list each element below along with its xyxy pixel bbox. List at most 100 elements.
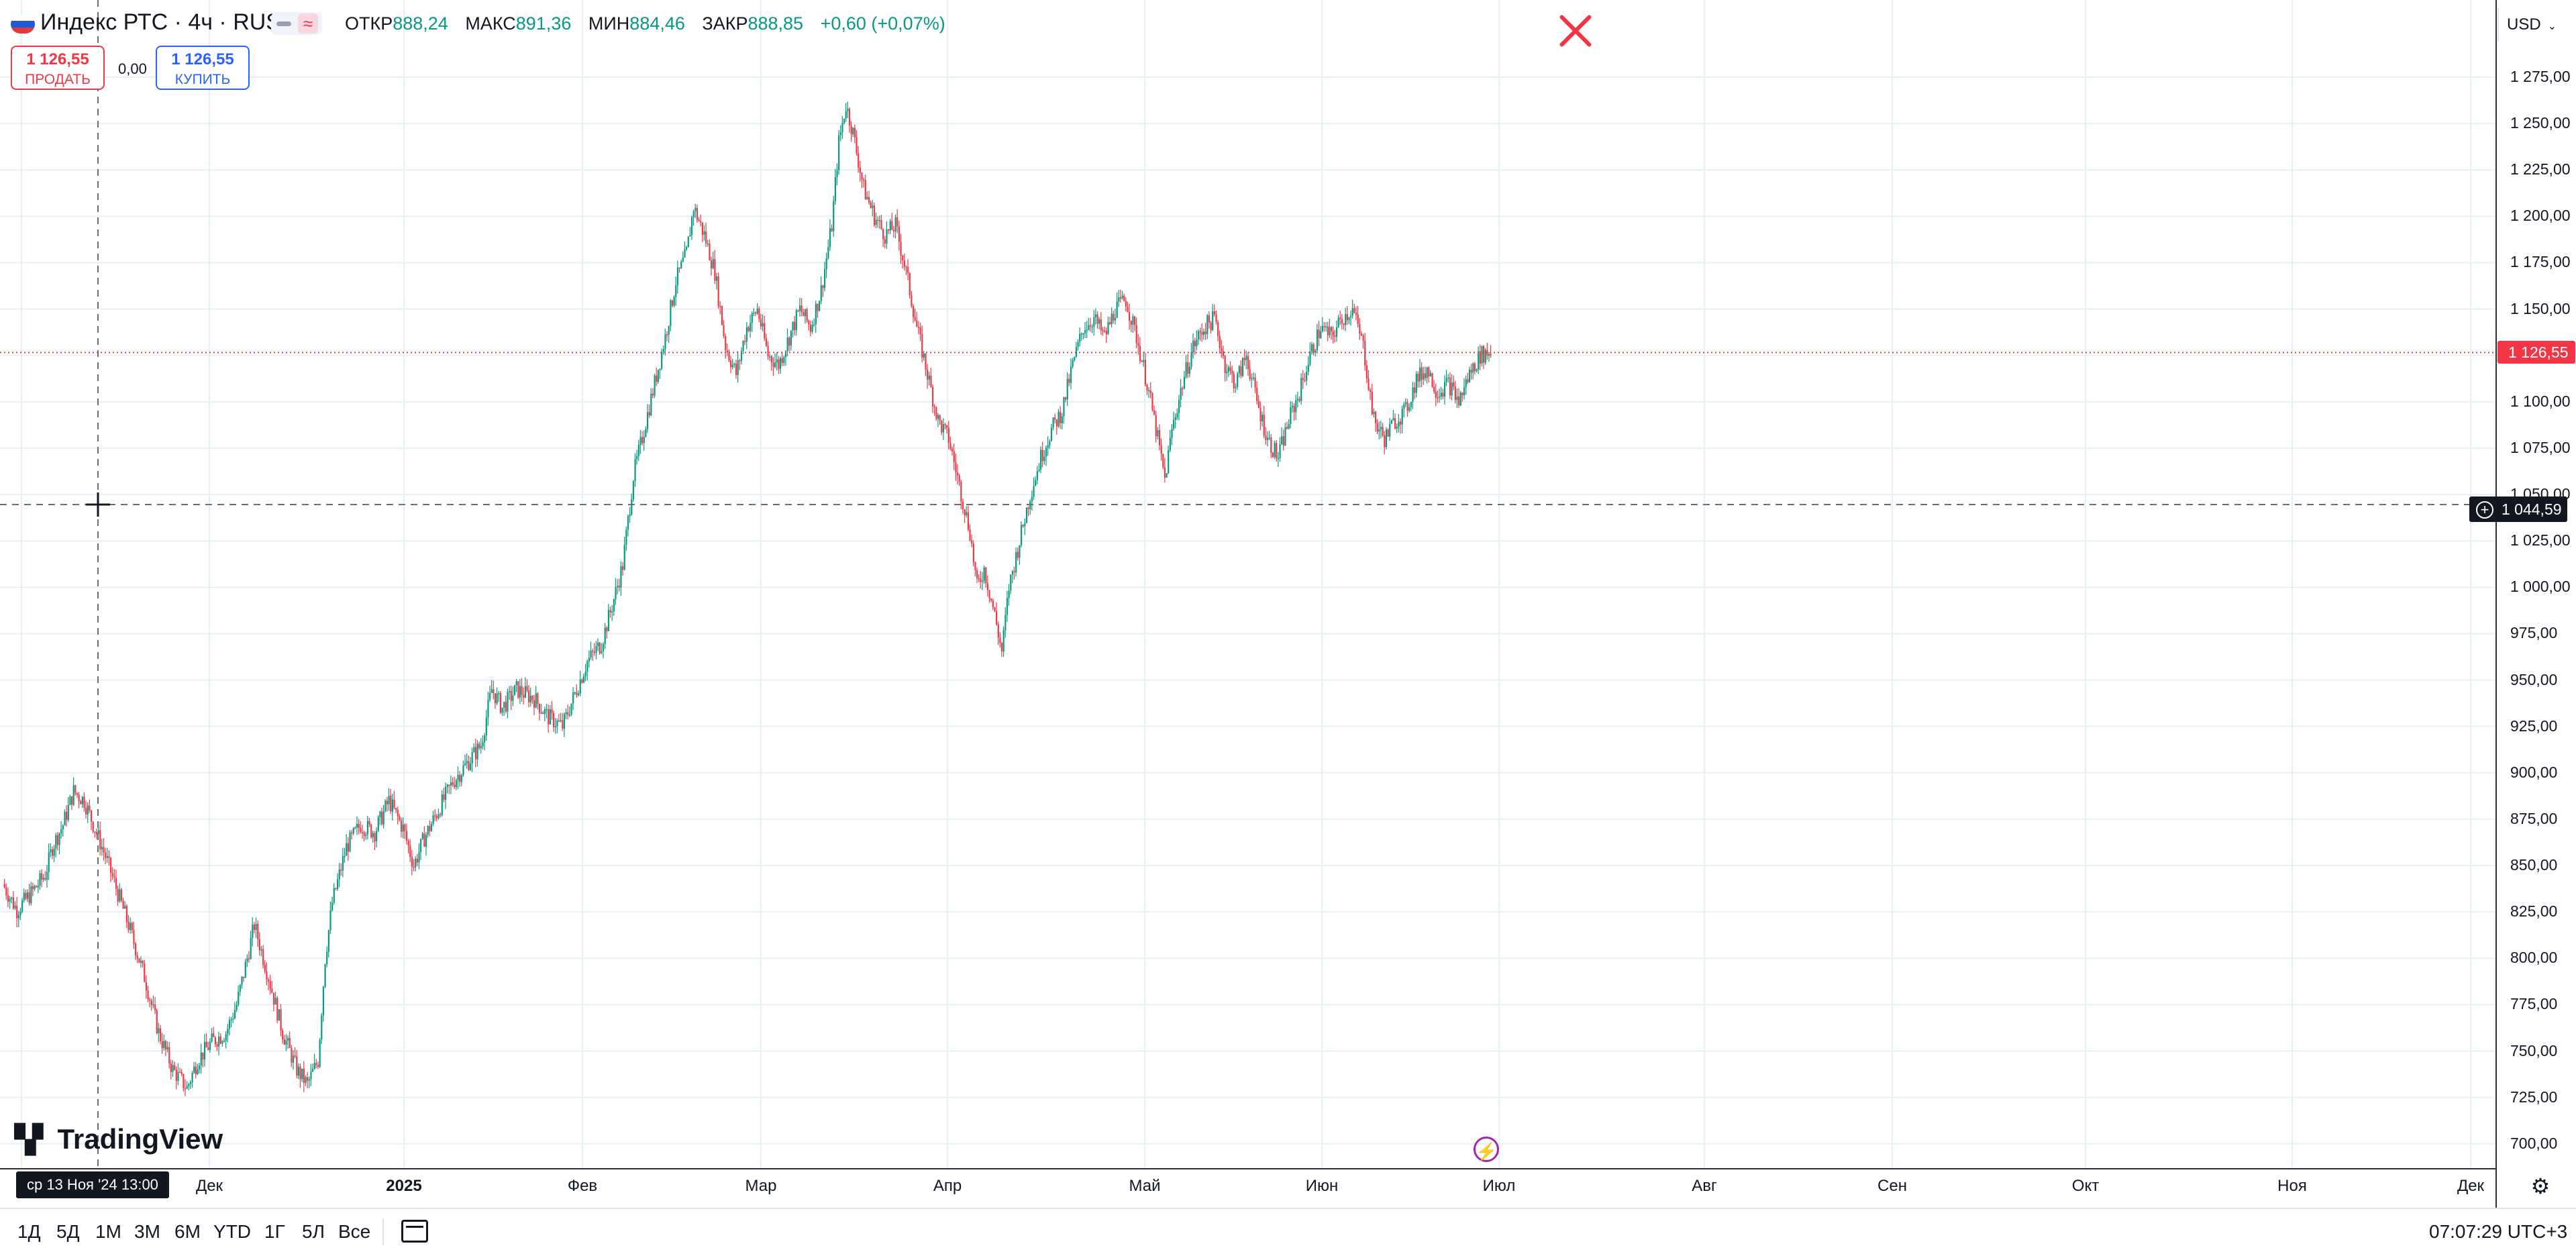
- candle-body: [1070, 366, 1072, 383]
- candle-body: [953, 451, 955, 462]
- compare-icon[interactable]: ≈: [298, 13, 318, 34]
- candle-body: [1490, 354, 1492, 356]
- candle-body: [711, 260, 713, 268]
- candle-body: [509, 690, 511, 692]
- calendar-icon[interactable]: [401, 1220, 428, 1243]
- candle-body: [731, 364, 733, 368]
- range-button-7[interactable]: 5Л: [302, 1221, 325, 1242]
- range-button-2[interactable]: 1М: [95, 1221, 121, 1242]
- candle-body: [852, 127, 854, 135]
- range-button-1[interactable]: 5Д: [56, 1221, 80, 1242]
- candle-body: [1240, 366, 1242, 376]
- candle-body: [401, 820, 403, 832]
- symbol-title[interactable]: Индекс РТС · 4ч · RUS: [40, 9, 281, 35]
- candle-body: [358, 823, 360, 829]
- candle-body: [515, 681, 517, 686]
- candle-body: [861, 172, 863, 180]
- candle-body: [409, 845, 411, 857]
- candle-body: [784, 351, 787, 358]
- range-button-3[interactable]: 3М: [134, 1221, 160, 1242]
- range-button-4[interactable]: 6М: [174, 1221, 201, 1242]
- range-button-0[interactable]: 1Д: [17, 1221, 41, 1242]
- candle-body: [1483, 346, 1485, 363]
- currency-label: USD: [2507, 15, 2541, 34]
- candle-body: [620, 566, 622, 588]
- candle-body: [1396, 426, 1398, 429]
- candle-body: [1320, 331, 1322, 338]
- candle-body: [925, 354, 927, 370]
- candle-body: [14, 905, 16, 909]
- candle-body: [60, 829, 62, 833]
- hide-icon[interactable]: [276, 21, 291, 26]
- candle-body: [613, 599, 615, 612]
- candle-body: [457, 774, 459, 780]
- candle-body: [489, 692, 491, 700]
- candle-body: [505, 702, 507, 712]
- candle-body: [278, 1009, 280, 1021]
- candle-body: [721, 306, 723, 325]
- candle-body: [760, 319, 762, 327]
- candle-body: [219, 1036, 221, 1044]
- candle-body: [200, 1052, 202, 1066]
- sell-button[interactable]: 1 126,55 ПРОДАТЬ: [11, 46, 105, 90]
- gear-icon[interactable]: ⚙: [2530, 1174, 2551, 1198]
- candle-body: [531, 696, 533, 700]
- candle-body: [485, 717, 487, 735]
- candle-body: [1335, 327, 1338, 337]
- crosshair-price-tag[interactable]: + 1 044,59: [2469, 496, 2567, 522]
- candle-body: [1109, 322, 1111, 325]
- candle-body: [1019, 545, 1021, 558]
- range-button-8[interactable]: Все: [338, 1221, 371, 1242]
- range-button-5[interactable]: YTD: [213, 1221, 251, 1242]
- candle-body: [83, 796, 85, 808]
- buy-button[interactable]: 1 126,55 КУПИТЬ: [156, 46, 250, 90]
- candle-body: [1038, 470, 1040, 472]
- candle-body: [927, 369, 929, 380]
- candle-body: [393, 799, 395, 808]
- price-tick-label: 725,00: [2510, 1088, 2558, 1106]
- candle-body: [801, 305, 803, 313]
- legend-visibility-toggle[interactable]: ≈: [271, 12, 322, 35]
- clock[interactable]: 07:07:29 UTC+3: [2429, 1221, 2568, 1242]
- close-icon[interactable]: [1554, 11, 1594, 51]
- tradingview-watermark[interactable]: ▚▘ TradingView: [15, 1123, 223, 1155]
- candle-body: [1215, 314, 1217, 322]
- candle-body: [601, 651, 603, 653]
- candle-body: [1245, 356, 1247, 360]
- price-tick-label: 1 275,00: [2510, 68, 2571, 85]
- candle-body: [898, 226, 900, 242]
- candle-body: [161, 1041, 163, 1049]
- time-tick-label: Дек: [195, 1177, 223, 1195]
- candle-body: [788, 337, 790, 346]
- candle-body: [884, 239, 886, 244]
- candle-body: [870, 202, 872, 208]
- candle-body: [645, 429, 647, 437]
- candle-body: [1088, 325, 1090, 330]
- candle-body: [992, 600, 994, 608]
- candle-body: [1222, 351, 1225, 356]
- candle-body: [877, 219, 879, 221]
- candle-body: [446, 784, 448, 787]
- range-button-6[interactable]: 1Г: [264, 1221, 285, 1242]
- time-tick-label: Окт: [2071, 1177, 2100, 1195]
- candle-body: [1068, 378, 1070, 383]
- price-tick-label: 800,00: [2510, 949, 2558, 967]
- candle-body: [66, 811, 68, 821]
- candle-body: [423, 833, 425, 847]
- candle-body: [315, 1063, 317, 1065]
- candle-body: [429, 826, 431, 831]
- candle-body: [1139, 346, 1141, 361]
- time-tick-label: Мар: [745, 1177, 777, 1195]
- candle-body: [1306, 372, 1308, 381]
- add-plus-icon[interactable]: +: [2476, 501, 2493, 519]
- candle-body: [437, 814, 440, 819]
- candle-body: [696, 207, 699, 220]
- candle-body: [1204, 331, 1206, 334]
- candle-body: [1406, 402, 1408, 411]
- candle-body: [274, 998, 276, 1005]
- price-tick-label: 850,00: [2510, 856, 2558, 874]
- currency-selector[interactable]: USD ⌄: [2497, 8, 2557, 42]
- lightning-icon[interactable]: ⚡: [1474, 1137, 1499, 1162]
- candle-body: [125, 906, 127, 922]
